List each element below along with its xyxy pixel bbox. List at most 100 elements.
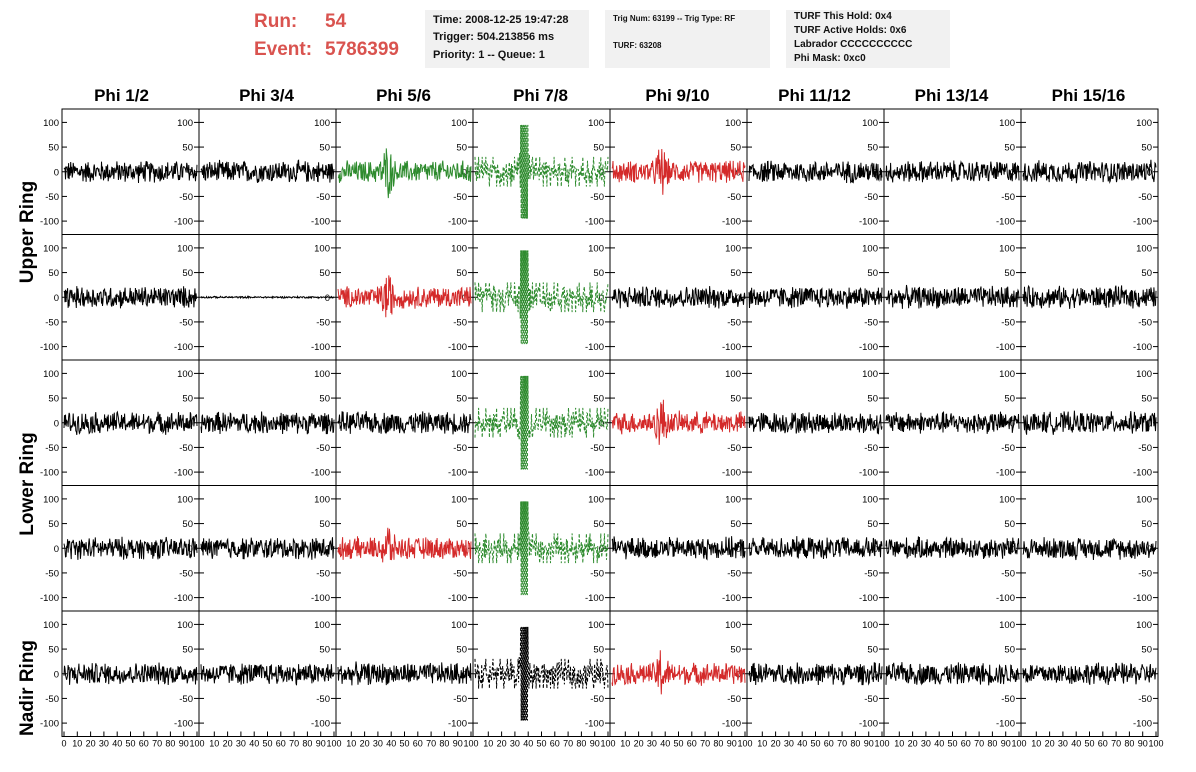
y-tick-label-r2-c5-4: -100	[859, 468, 878, 479]
x-tick-label-c1-2: 20	[223, 739, 233, 749]
x-tick-label-c6-1: 10	[894, 739, 904, 749]
x-tick-label-c0-9: 90	[179, 739, 189, 749]
y-tick-label-r3-c0-2: 0	[188, 544, 193, 555]
y-tick-label-left-r3-0: 100	[43, 494, 59, 505]
y-tick-label-r4-c5-1: 50	[867, 645, 878, 656]
y-tick-label-left-r1-4: -100	[40, 342, 59, 353]
y-tick-label-r0-c2-3: -50	[453, 192, 467, 203]
waveform-r3-c6	[885, 536, 1020, 560]
event-label: Event:	[254, 39, 313, 60]
y-tick-label-r0-c3-3: -50	[590, 192, 604, 203]
y-tick-label-left-r2-1: 50	[48, 394, 59, 405]
x-tick-label-c5-2: 20	[771, 739, 781, 749]
y-tick-label-left-r1-2: 0	[54, 293, 59, 304]
x-tick-label-c0-6: 60	[139, 739, 149, 749]
y-tick-label-r2-c3-0: 100	[588, 369, 604, 380]
y-tick-label-r0-c3-1: 50	[593, 143, 604, 154]
y-tick-label-r4-c0-4: -100	[174, 719, 193, 730]
y-tick-label-r1-c3-1: 50	[593, 268, 604, 279]
phi-header-6: Phi 11/12	[778, 86, 851, 105]
x-tick-label-c1-6: 60	[276, 739, 286, 749]
y-tick-label-r1-c3-0: 100	[588, 243, 604, 254]
y-tick-label-left-r3-4: -100	[40, 593, 59, 604]
y-tick-label-r1-c1-2: 0	[325, 293, 330, 304]
trig-num-text: Trig Num: 63199 -- Trig Type: RF	[613, 14, 736, 23]
y-tick-label-left-r0-2: 0	[54, 167, 59, 178]
y-tick-label-r2-c4-3: -50	[727, 443, 741, 454]
x-tick-label-c3-5: 50	[536, 739, 546, 749]
y-tick-label-r0-c5-3: -50	[864, 192, 878, 203]
y-tick-label-left-r4-0: 100	[43, 620, 59, 631]
y-tick-label-left-r0-1: 50	[48, 143, 59, 154]
y-tick-label-r0-c0-4: -100	[174, 217, 193, 228]
y-tick-label-r1-c0-0: 100	[177, 243, 193, 254]
y-tick-label-r4-c7-4: -100	[1133, 719, 1152, 730]
waveform-r4-c0	[63, 662, 198, 686]
phi-header-5: Phi 9/10	[645, 86, 710, 105]
x-tick-label-c6-7: 70	[974, 739, 984, 749]
y-tick-label-r3-c2-1: 50	[456, 519, 467, 530]
x-tick-label-c4-5: 50	[673, 739, 683, 749]
waveform-r1-c2	[337, 275, 472, 318]
y-tick-label-left-r3-1: 50	[48, 519, 59, 530]
y-tick-label-r2-c3-4: -100	[585, 468, 604, 479]
y-tick-label-r4-c4-0: 100	[725, 620, 741, 631]
y-tick-label-r2-c1-3: -50	[316, 443, 330, 454]
y-tick-label-r3-c6-3: -50	[1001, 568, 1015, 579]
y-tick-label-r3-c1-4: -100	[311, 593, 330, 604]
y-tick-label-r0-c6-3: -50	[1001, 192, 1015, 203]
x-tick-label-c1-9: 90	[316, 739, 326, 749]
turf-text: TURF: 63208	[613, 41, 662, 50]
y-tick-label-r0-c1-1: 50	[319, 143, 330, 154]
y-tick-label-r3-c4-1: 50	[730, 519, 741, 530]
y-tick-label-r1-c6-1: 50	[1004, 268, 1015, 279]
x-tick-label-c4-3: 30	[647, 739, 657, 749]
x-tick-label-c7-5: 50	[1084, 739, 1094, 749]
y-tick-label-r1-c0-4: -100	[174, 342, 193, 353]
y-tick-label-r1-c7-3: -50	[1138, 317, 1152, 328]
y-tick-label-r3-c3-3: -50	[590, 568, 604, 579]
phi-mask-text: Phi Mask: 0xc0	[794, 53, 866, 64]
x-tick-label-c7-3: 30	[1058, 739, 1068, 749]
y-tick-label-r0-c7-1: 50	[1141, 143, 1152, 154]
waveform-r0-c6	[885, 160, 1020, 183]
y-tick-label-r0-c1-3: -50	[316, 192, 330, 203]
y-tick-label-r3-c1-0: 100	[314, 494, 330, 505]
y-tick-label-r3-c4-0: 100	[725, 494, 741, 505]
waveform-r0-c2	[337, 148, 472, 199]
turf-hold-text: TURF This Hold: 0x4	[794, 11, 892, 22]
y-tick-label-r0-c6-1: 50	[1004, 143, 1015, 154]
y-tick-label-r3-c0-1: 50	[182, 519, 193, 530]
y-tick-label-r2-c5-2: 0	[873, 418, 878, 429]
waveform-r3-c0	[63, 536, 198, 560]
y-tick-label-r2-c3-3: -50	[590, 443, 604, 454]
y-tick-label-r3-c0-3: -50	[179, 568, 193, 579]
x-tick-label-c4-10: 100	[737, 739, 752, 749]
x-tick-label-c7-4: 40	[1071, 739, 1081, 749]
x-tick-label-c0-10: 100	[189, 739, 204, 749]
x-tick-label-c5-8: 80	[850, 739, 860, 749]
y-tick-label-r1-c4-0: 100	[725, 243, 741, 254]
y-tick-label-r2-c6-3: -50	[1001, 443, 1015, 454]
y-tick-label-r3-c7-3: -50	[1138, 568, 1152, 579]
phi-header-8: Phi 15/16	[1051, 86, 1126, 105]
y-tick-label-r4-c1-4: -100	[311, 719, 330, 730]
y-tick-label-r3-c1-3: -50	[316, 568, 330, 579]
run-value: 54	[325, 11, 347, 32]
waveform-r0-c3	[474, 124, 609, 219]
y-tick-label-r1-c4-1: 50	[730, 268, 741, 279]
y-tick-label-r3-c2-4: -100	[448, 593, 467, 604]
y-tick-label-r0-c2-2: 0	[462, 167, 467, 178]
y-tick-label-r2-c6-0: 100	[999, 369, 1015, 380]
y-tick-label-r0-c4-1: 50	[730, 143, 741, 154]
waveform-r2-c2	[337, 411, 472, 435]
y-tick-label-r1-c3-3: -50	[590, 317, 604, 328]
y-tick-label-r4-c2-0: 100	[451, 620, 467, 631]
y-tick-label-r0-c6-4: -100	[996, 217, 1015, 228]
x-tick-label-c5-10: 100	[874, 739, 889, 749]
y-tick-label-r3-c7-2: 0	[1147, 544, 1152, 555]
x-tick-label-c4-8: 80	[713, 739, 723, 749]
y-tick-label-r1-c5-3: -50	[864, 317, 878, 328]
x-tick-label-c1-3: 30	[236, 739, 246, 749]
